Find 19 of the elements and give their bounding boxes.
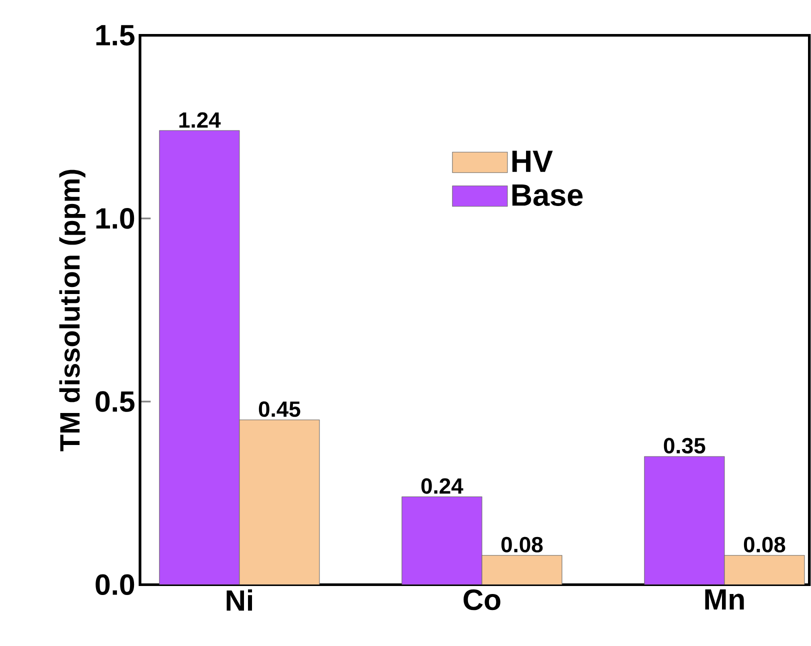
legend-label: Base [512,184,583,206]
bar [644,456,725,585]
x-tick-label: Mn [705,589,744,610]
y-tick-label: 1.5 [96,25,134,46]
data-label: 0.08 [744,536,786,552]
data-label: 1.24 [179,112,221,128]
data-label: 0.45 [258,401,300,417]
data-label: 0.35 [664,438,706,454]
y-axis-title: TM dissolution (ppm) [59,170,86,452]
data-label: 0.08 [501,536,543,552]
data-label: 0.24 [421,478,464,494]
bar [402,496,482,585]
bar [159,130,240,585]
x-tick-label: Ni [226,589,252,611]
y-tick-label: 0.5 [96,391,134,412]
x-tick-label: Co [464,589,500,610]
legend-label: HV [512,150,553,172]
y-tick-label: 1.0 [96,208,134,229]
y-tick-label: 0.0 [96,574,134,596]
